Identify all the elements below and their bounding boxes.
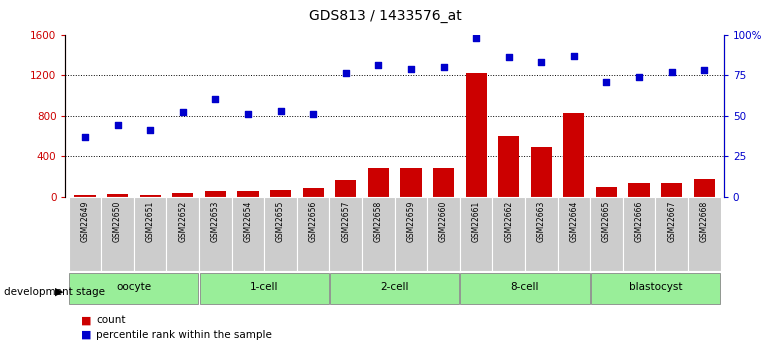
Text: GSM22665: GSM22665 bbox=[602, 200, 611, 242]
Point bbox=[372, 62, 384, 68]
Bar bbox=[498, 136, 519, 197]
Point bbox=[144, 127, 156, 133]
Text: GSM22656: GSM22656 bbox=[309, 200, 318, 242]
Bar bbox=[400, 168, 421, 197]
Bar bbox=[427, 197, 460, 271]
Text: GSM22654: GSM22654 bbox=[243, 200, 253, 242]
Bar bbox=[362, 197, 394, 271]
Bar bbox=[330, 197, 362, 271]
Text: GDS813 / 1433576_at: GDS813 / 1433576_at bbox=[309, 9, 461, 23]
Text: GSM22666: GSM22666 bbox=[634, 200, 644, 242]
Bar bbox=[205, 190, 226, 197]
Text: GSM22652: GSM22652 bbox=[179, 200, 187, 242]
Bar bbox=[460, 273, 590, 304]
Text: GSM22651: GSM22651 bbox=[146, 200, 155, 242]
Bar bbox=[199, 197, 232, 271]
Text: GSM22653: GSM22653 bbox=[211, 200, 220, 242]
Bar bbox=[330, 273, 459, 304]
Point bbox=[242, 111, 254, 117]
Text: ■: ■ bbox=[81, 330, 92, 339]
Point bbox=[698, 67, 711, 73]
Bar bbox=[139, 195, 161, 197]
Text: ■: ■ bbox=[81, 315, 92, 325]
Bar bbox=[199, 273, 329, 304]
Text: blastocyst: blastocyst bbox=[628, 283, 682, 292]
Bar bbox=[232, 197, 264, 271]
Point bbox=[112, 122, 124, 128]
Text: 2-cell: 2-cell bbox=[380, 283, 409, 292]
Point bbox=[405, 66, 417, 71]
Point bbox=[340, 71, 352, 76]
Text: count: count bbox=[96, 315, 126, 325]
Bar bbox=[107, 194, 128, 197]
Bar bbox=[172, 193, 193, 197]
Bar bbox=[531, 147, 552, 197]
Text: development stage: development stage bbox=[4, 287, 105, 296]
Text: GSM22662: GSM22662 bbox=[504, 200, 513, 242]
Point bbox=[470, 35, 482, 40]
Point bbox=[437, 64, 450, 70]
Text: percentile rank within the sample: percentile rank within the sample bbox=[96, 330, 272, 339]
Bar bbox=[628, 184, 650, 197]
Bar bbox=[433, 168, 454, 197]
Bar bbox=[590, 197, 623, 271]
Bar bbox=[591, 273, 720, 304]
Bar bbox=[394, 197, 427, 271]
Text: GSM22664: GSM22664 bbox=[569, 200, 578, 242]
Text: GSM22667: GSM22667 bbox=[667, 200, 676, 242]
Bar bbox=[492, 197, 525, 271]
Text: GSM22668: GSM22668 bbox=[700, 200, 708, 242]
Text: GSM22658: GSM22658 bbox=[373, 200, 383, 242]
Bar bbox=[460, 197, 492, 271]
Bar bbox=[166, 197, 199, 271]
Text: oocyte: oocyte bbox=[116, 283, 152, 292]
Bar bbox=[102, 197, 134, 271]
Point bbox=[567, 53, 580, 58]
Text: GSM22655: GSM22655 bbox=[276, 200, 285, 242]
Bar bbox=[297, 197, 330, 271]
Bar bbox=[134, 197, 166, 271]
Point bbox=[665, 69, 678, 75]
Bar bbox=[264, 197, 297, 271]
Bar bbox=[368, 168, 389, 197]
Text: 1-cell: 1-cell bbox=[250, 283, 279, 292]
Bar bbox=[661, 184, 682, 197]
Bar bbox=[69, 273, 199, 304]
Bar bbox=[237, 191, 259, 197]
Text: GSM22660: GSM22660 bbox=[439, 200, 448, 242]
Bar bbox=[303, 188, 323, 197]
Bar bbox=[596, 187, 617, 197]
Bar bbox=[688, 197, 721, 271]
Bar bbox=[694, 179, 715, 197]
Bar bbox=[466, 72, 487, 197]
Text: ▶: ▶ bbox=[55, 287, 63, 296]
Text: GSM22659: GSM22659 bbox=[407, 200, 416, 242]
Point bbox=[209, 97, 222, 102]
Bar bbox=[557, 197, 590, 271]
Point bbox=[79, 134, 91, 139]
Text: GSM22650: GSM22650 bbox=[113, 200, 122, 242]
Bar bbox=[75, 195, 95, 197]
Point bbox=[274, 108, 286, 114]
Text: GSM22661: GSM22661 bbox=[471, 200, 480, 242]
Bar bbox=[564, 112, 584, 197]
Point bbox=[601, 79, 613, 84]
Text: 8-cell: 8-cell bbox=[511, 283, 539, 292]
Text: GSM22663: GSM22663 bbox=[537, 200, 546, 242]
Bar bbox=[623, 197, 655, 271]
Bar bbox=[335, 180, 357, 197]
Bar bbox=[655, 197, 688, 271]
Bar bbox=[270, 189, 291, 197]
Point bbox=[503, 55, 515, 60]
Text: GSM22657: GSM22657 bbox=[341, 200, 350, 242]
Point bbox=[633, 74, 645, 79]
Point bbox=[176, 110, 189, 115]
Point bbox=[307, 111, 320, 117]
Bar bbox=[525, 197, 557, 271]
Point bbox=[535, 59, 547, 65]
Bar bbox=[69, 197, 102, 271]
Text: GSM22649: GSM22649 bbox=[81, 200, 89, 242]
